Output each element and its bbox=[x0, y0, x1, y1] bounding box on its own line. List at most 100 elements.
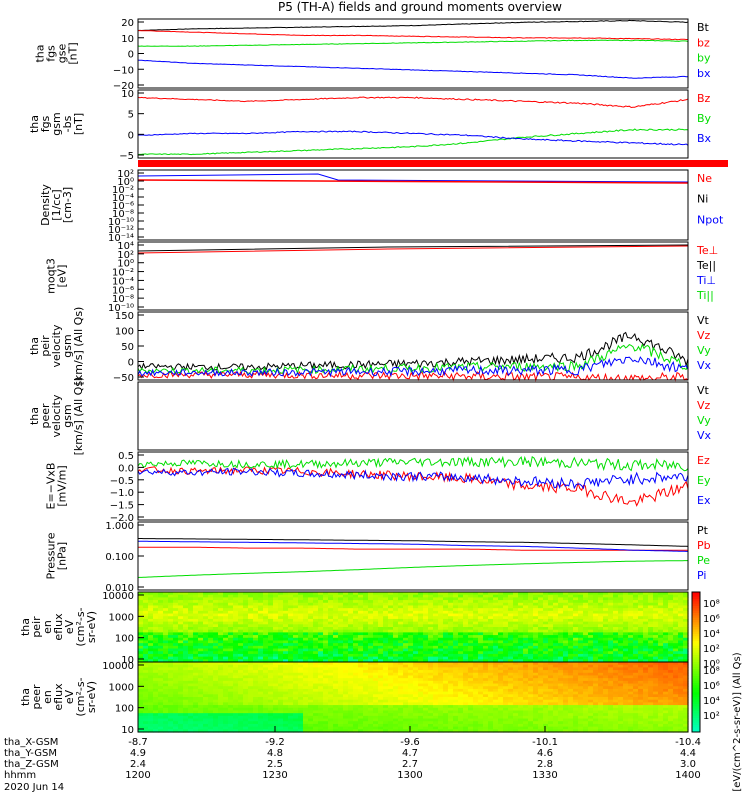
heatmap-cell-peer_en_eflux bbox=[248, 664, 254, 668]
heatmap-cell-peir_en_eflux bbox=[563, 594, 569, 598]
heatmap-cell-peer_en_eflux bbox=[208, 664, 214, 668]
heatmap-cell-peir_en_eflux bbox=[148, 605, 154, 609]
heatmap-cell-peir_en_eflux bbox=[208, 645, 214, 650]
heatmap-cell-peir_en_eflux bbox=[378, 602, 384, 607]
heatmap-cell-peir_en_eflux bbox=[448, 632, 454, 636]
ytick-label-peir_en_eflux: 1000 bbox=[109, 612, 134, 623]
heatmap-cell-peer_en_eflux bbox=[498, 710, 504, 714]
heatmap-cell-peir_en_eflux bbox=[483, 594, 489, 598]
heatmap-cell-peir_en_eflux bbox=[358, 597, 364, 601]
heatmap-cell-peir_en_eflux bbox=[178, 659, 184, 663]
heatmap-cell-peer_en_eflux bbox=[218, 662, 224, 666]
ytick-label-peir_en_eflux: 100 bbox=[115, 634, 134, 645]
heatmap-cell-peer_en_eflux bbox=[378, 694, 384, 698]
heatmap-cell-peir_en_eflux bbox=[668, 592, 674, 596]
heatmap-cell-peir_en_eflux bbox=[588, 624, 594, 628]
heatmap-cell-peer_en_eflux bbox=[438, 664, 444, 668]
heatmap-cell-peir_en_eflux bbox=[233, 656, 239, 660]
heatmap-cell-peer_en_eflux bbox=[173, 686, 179, 690]
heatmap-cell-peir_en_eflux bbox=[588, 643, 594, 647]
heatmap-cell-peir_en_eflux bbox=[153, 635, 159, 639]
heatmap-cell-peer_en_eflux bbox=[323, 667, 329, 671]
heatmap-cell-peir_en_eflux bbox=[673, 629, 679, 633]
heatmap-cell-peir_en_eflux bbox=[313, 635, 319, 639]
heatmap-cell-peir_en_eflux bbox=[613, 635, 619, 639]
heatmap-cell-peer_en_eflux bbox=[353, 680, 359, 685]
heatmap-cell-peir_en_eflux bbox=[563, 659, 569, 663]
heatmap-cell-peer_en_eflux bbox=[293, 683, 299, 687]
heatmap-cell-peer_en_eflux bbox=[393, 723, 399, 728]
heatmap-cell-peir_en_eflux bbox=[148, 602, 154, 607]
heatmap-cell-peer_en_eflux bbox=[383, 662, 389, 666]
heatmap-cell-peir_en_eflux bbox=[533, 621, 539, 625]
heatmap-cell-peir_en_eflux bbox=[613, 616, 619, 620]
heatmap-cell-peer_en_eflux bbox=[188, 707, 194, 712]
heatmap-cell-peir_en_eflux bbox=[233, 613, 239, 617]
ytick-label-pressure: 0.100 bbox=[105, 552, 134, 563]
heatmap-cell-peir_en_eflux bbox=[288, 643, 294, 647]
heatmap-cell-peer_en_eflux bbox=[293, 691, 299, 695]
heatmap-cell-peer_en_eflux bbox=[353, 699, 359, 703]
heatmap-cell-peir_en_eflux bbox=[138, 632, 144, 636]
heatmap-cell-peir_en_eflux bbox=[413, 602, 419, 607]
heatmap-cell-peer_en_eflux bbox=[263, 707, 269, 712]
heatmap-cell-peir_en_eflux bbox=[648, 637, 654, 642]
heatmap-cell-peir_en_eflux bbox=[673, 624, 679, 628]
heatmap-cell-peer_en_eflux bbox=[403, 721, 409, 725]
heatmap-cell-peer_en_eflux bbox=[218, 713, 224, 717]
heatmap-cell-peer_en_eflux bbox=[328, 678, 334, 682]
heatmap-cell-peer_en_eflux bbox=[173, 683, 179, 687]
heatmap-cell-peir_en_eflux bbox=[578, 602, 584, 607]
heatmap-cell-peir_en_eflux bbox=[298, 653, 304, 658]
heatmap-cell-peer_en_eflux bbox=[503, 670, 509, 674]
heatmap-cell-peir_en_eflux bbox=[518, 637, 524, 642]
heatmap-cell-peer_en_eflux bbox=[283, 721, 289, 725]
heatmap-cell-peer_en_eflux bbox=[228, 705, 234, 709]
heatmap-cell-peir_en_eflux bbox=[493, 613, 499, 617]
heatmap-cell-peir_en_eflux bbox=[603, 600, 609, 604]
heatmap-cell-peer_en_eflux bbox=[198, 702, 204, 706]
heatmap-cell-peir_en_eflux bbox=[213, 629, 219, 633]
heatmap-cell-peer_en_eflux bbox=[278, 726, 284, 730]
heatmap-cell-peer_en_eflux bbox=[333, 686, 339, 690]
heatmap-cell-peir_en_eflux bbox=[573, 632, 579, 636]
heatmap-cell-peer_en_eflux bbox=[358, 686, 364, 690]
heatmap-cell-peer_en_eflux bbox=[333, 729, 339, 733]
heatmap-cell-peir_en_eflux bbox=[278, 594, 284, 598]
heatmap-cell-peir_en_eflux bbox=[358, 653, 364, 658]
heatmap-cell-peer_en_eflux bbox=[438, 667, 444, 671]
heatmap-cell-peer_en_eflux bbox=[408, 697, 414, 701]
heatmap-cell-peir_en_eflux bbox=[218, 613, 224, 617]
heatmap-cell-peer_en_eflux bbox=[168, 702, 174, 706]
heatmap-cell-peir_en_eflux bbox=[178, 594, 184, 598]
heatmap-cell-peir_en_eflux bbox=[278, 635, 284, 639]
heatmap-cell-peir_en_eflux bbox=[538, 648, 544, 652]
heatmap-cell-peer_en_eflux bbox=[328, 675, 334, 679]
heatmap-cell-peir_en_eflux bbox=[243, 610, 249, 615]
heatmap-cell-peir_en_eflux bbox=[483, 643, 489, 647]
heatmap-cell-peir_en_eflux bbox=[568, 618, 574, 623]
heatmap-cell-peir_en_eflux bbox=[438, 629, 444, 633]
heatmap-cell-peir_en_eflux bbox=[233, 640, 239, 644]
heatmap-cell-peir_en_eflux bbox=[173, 592, 179, 596]
heatmap-cell-peir_en_eflux bbox=[198, 632, 204, 636]
heatmap-cell-peer_en_eflux bbox=[278, 710, 284, 714]
heatmap-cell-peir_en_eflux bbox=[668, 635, 674, 639]
ytick-label-peir_en_eflux: 10 bbox=[121, 655, 134, 666]
heatmap-cell-peer_en_eflux bbox=[423, 710, 429, 714]
heatmap-cell-peer_en_eflux bbox=[173, 713, 179, 717]
heatmap-cell-peer_en_eflux bbox=[273, 667, 279, 671]
heatmap-cell-peir_en_eflux bbox=[513, 627, 519, 631]
legend-bz: bz bbox=[697, 36, 710, 49]
heatmap-cell-peer_en_eflux bbox=[288, 678, 294, 682]
heatmap-cell-peer_en_eflux bbox=[498, 678, 504, 682]
heatmap-cell-peir_en_eflux bbox=[293, 624, 299, 628]
heatmap-cell-peir_en_eflux bbox=[593, 597, 599, 601]
heatmap-cell-peir_en_eflux bbox=[498, 594, 504, 598]
heatmap-cell-peir_en_eflux bbox=[363, 613, 369, 617]
heatmap-cell-peir_en_eflux bbox=[158, 645, 164, 650]
heatmap-cell-peer_en_eflux bbox=[478, 721, 484, 725]
heatmap-cell-peir_en_eflux bbox=[148, 594, 154, 598]
heatmap-cell-peir_en_eflux bbox=[183, 621, 189, 625]
heatmap-cell-peir_en_eflux bbox=[213, 656, 219, 660]
